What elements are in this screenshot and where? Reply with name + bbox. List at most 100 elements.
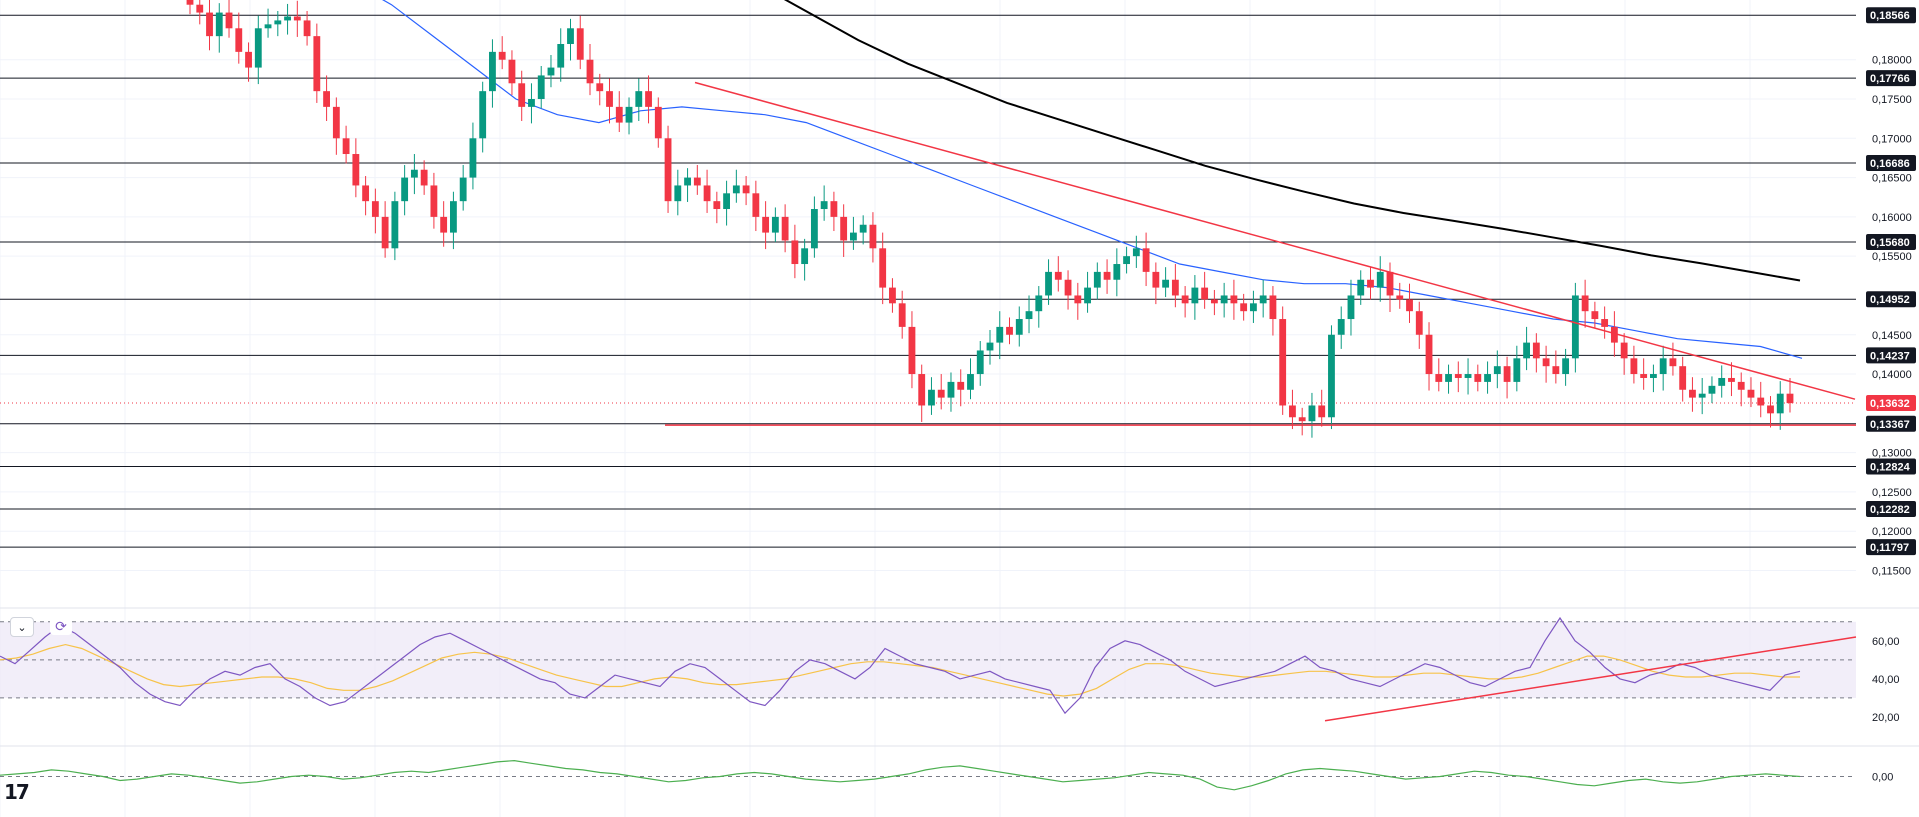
candle-body bbox=[732, 185, 740, 194]
level-label-box bbox=[1866, 234, 1916, 251]
candle-body bbox=[371, 201, 379, 217]
level-label: 0,18566 bbox=[1870, 10, 1910, 22]
candle-body bbox=[1191, 287, 1199, 304]
candle-body bbox=[1640, 374, 1648, 378]
level-label-box bbox=[1866, 291, 1916, 308]
rsi-pane bbox=[0, 616, 1857, 722]
level-label-box bbox=[1866, 7, 1916, 24]
candle-body bbox=[723, 193, 730, 210]
candle-body bbox=[1162, 279, 1170, 288]
candle-body bbox=[1630, 358, 1638, 375]
candle-body bbox=[1376, 271, 1384, 288]
level-label: 0,12824 bbox=[1870, 461, 1911, 473]
price-tick-label: 0,18000 bbox=[1872, 55, 1912, 67]
candle-body bbox=[625, 106, 633, 123]
candle-body bbox=[1220, 295, 1228, 304]
candle-body bbox=[1698, 393, 1706, 398]
collapse-pane-button[interactable]: ⌄ bbox=[10, 617, 34, 637]
candle-body bbox=[1142, 248, 1150, 272]
current-price-box bbox=[1866, 394, 1916, 411]
candle-body bbox=[1513, 358, 1521, 382]
candle-body bbox=[840, 216, 848, 241]
candle-body bbox=[303, 20, 311, 37]
candle-body bbox=[1610, 326, 1618, 343]
level-label-box bbox=[1866, 501, 1916, 518]
candle-body bbox=[1259, 295, 1267, 304]
candle-body bbox=[293, 16, 301, 21]
candle-body bbox=[752, 193, 760, 217]
candle-body bbox=[1240, 303, 1248, 312]
candle-body bbox=[1591, 311, 1599, 320]
candle-body bbox=[508, 59, 516, 84]
candle-body bbox=[771, 216, 779, 233]
candle-body bbox=[830, 201, 838, 217]
candle-body bbox=[1289, 405, 1296, 418]
rsi-tick-label: 40,00 bbox=[1872, 674, 1900, 686]
level-label: 0,12282 bbox=[1870, 504, 1910, 516]
candle-body bbox=[810, 209, 818, 249]
ma-fast-line bbox=[382, 0, 1803, 359]
candle-body bbox=[1454, 374, 1462, 378]
refresh-icon[interactable]: ⟳ bbox=[50, 617, 72, 635]
candle-body bbox=[859, 224, 867, 233]
candle-body bbox=[1006, 326, 1013, 335]
candle-body bbox=[762, 216, 770, 233]
candle-body bbox=[1571, 295, 1579, 359]
level-label-box bbox=[1866, 70, 1916, 87]
price-tick-label: 0,17000 bbox=[1872, 133, 1912, 145]
candle-body bbox=[342, 138, 350, 155]
candle-body bbox=[1298, 417, 1306, 422]
candle-body bbox=[1650, 374, 1657, 378]
candle-body bbox=[1620, 342, 1628, 359]
candle-body bbox=[1123, 256, 1130, 265]
candle-body bbox=[1503, 366, 1511, 382]
level-label-box bbox=[1866, 415, 1916, 432]
candle-body bbox=[1562, 358, 1570, 375]
candle-body bbox=[1230, 295, 1238, 304]
candle-body bbox=[1318, 405, 1326, 418]
level-label: 0,14952 bbox=[1870, 294, 1910, 306]
candle-body bbox=[635, 91, 643, 107]
candle-body bbox=[1367, 279, 1374, 288]
candle-body bbox=[664, 138, 672, 202]
candle-body bbox=[996, 326, 1004, 343]
candle-body bbox=[196, 4, 204, 13]
candle-body bbox=[801, 248, 809, 265]
candle-body bbox=[693, 177, 701, 186]
candle-body bbox=[274, 20, 282, 25]
candle-body bbox=[976, 350, 984, 375]
candle-body bbox=[1523, 342, 1530, 359]
candle-body bbox=[1425, 334, 1433, 375]
candle-body bbox=[1689, 389, 1696, 398]
level-label: 0,11797 bbox=[1870, 542, 1909, 554]
candle-body bbox=[567, 28, 574, 45]
candle-body bbox=[957, 381, 965, 390]
candle-body bbox=[1406, 299, 1413, 312]
candle-body bbox=[1542, 358, 1550, 367]
candle-body bbox=[674, 185, 682, 202]
candle-body bbox=[1025, 311, 1033, 320]
candle-body bbox=[1708, 385, 1716, 394]
candle-body bbox=[1679, 366, 1687, 390]
candle-body bbox=[479, 91, 487, 139]
candle-body bbox=[586, 59, 594, 84]
candle-body bbox=[742, 185, 750, 194]
candle-body bbox=[1015, 319, 1023, 335]
candle-body bbox=[1396, 295, 1404, 300]
oscillator-tick-label: 0,00 bbox=[1872, 772, 1893, 784]
candle-body bbox=[1581, 295, 1589, 312]
candle-body bbox=[420, 169, 428, 186]
candle-body bbox=[215, 12, 223, 37]
candle-body bbox=[469, 138, 477, 178]
candle-body bbox=[1386, 271, 1394, 296]
candle-body bbox=[1776, 393, 1784, 414]
rsi-trendline bbox=[1324, 636, 1857, 722]
candle-body bbox=[869, 224, 877, 249]
candle-body bbox=[908, 326, 916, 375]
candle-body bbox=[1054, 271, 1062, 280]
trendline bbox=[694, 81, 1856, 400]
candle-body bbox=[1337, 319, 1345, 335]
candle-body bbox=[391, 201, 399, 249]
candle-body bbox=[606, 91, 613, 107]
